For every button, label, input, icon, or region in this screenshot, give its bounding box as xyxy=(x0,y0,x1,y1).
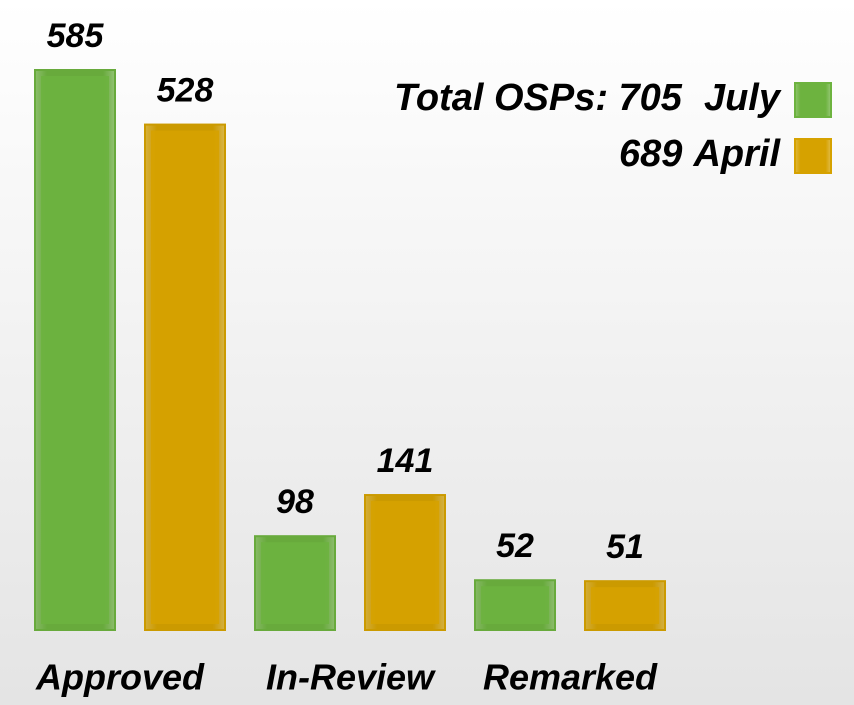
legend-label: 689 April xyxy=(619,133,781,175)
bar-bevel xyxy=(371,501,439,624)
legend-swatch xyxy=(794,138,832,174)
x-tick-label: Remarked xyxy=(483,657,658,698)
bar-bevel xyxy=(261,542,329,624)
legend-swatch xyxy=(794,82,832,118)
bar-bevel xyxy=(41,76,109,624)
bar-bevel xyxy=(591,587,659,624)
value-label: 52 xyxy=(496,527,534,565)
value-label: 585 xyxy=(47,17,105,55)
value-label: 528 xyxy=(157,72,214,110)
legend-label: Total OSPs: 705 July xyxy=(394,77,782,119)
value-label: 98 xyxy=(276,483,314,521)
value-label: 141 xyxy=(377,442,434,480)
value-label: 51 xyxy=(606,528,644,566)
legend-name: July xyxy=(704,77,782,119)
x-tick-label: Approved xyxy=(35,657,205,698)
legend-annotation: Total OSPs: 705 xyxy=(394,77,683,119)
x-tick-label: In-Review xyxy=(266,657,436,698)
bar-bevel xyxy=(151,130,219,625)
legend-annotation: 689 xyxy=(619,133,682,175)
legend-name: April xyxy=(692,133,781,175)
bar-bevel xyxy=(481,586,549,624)
